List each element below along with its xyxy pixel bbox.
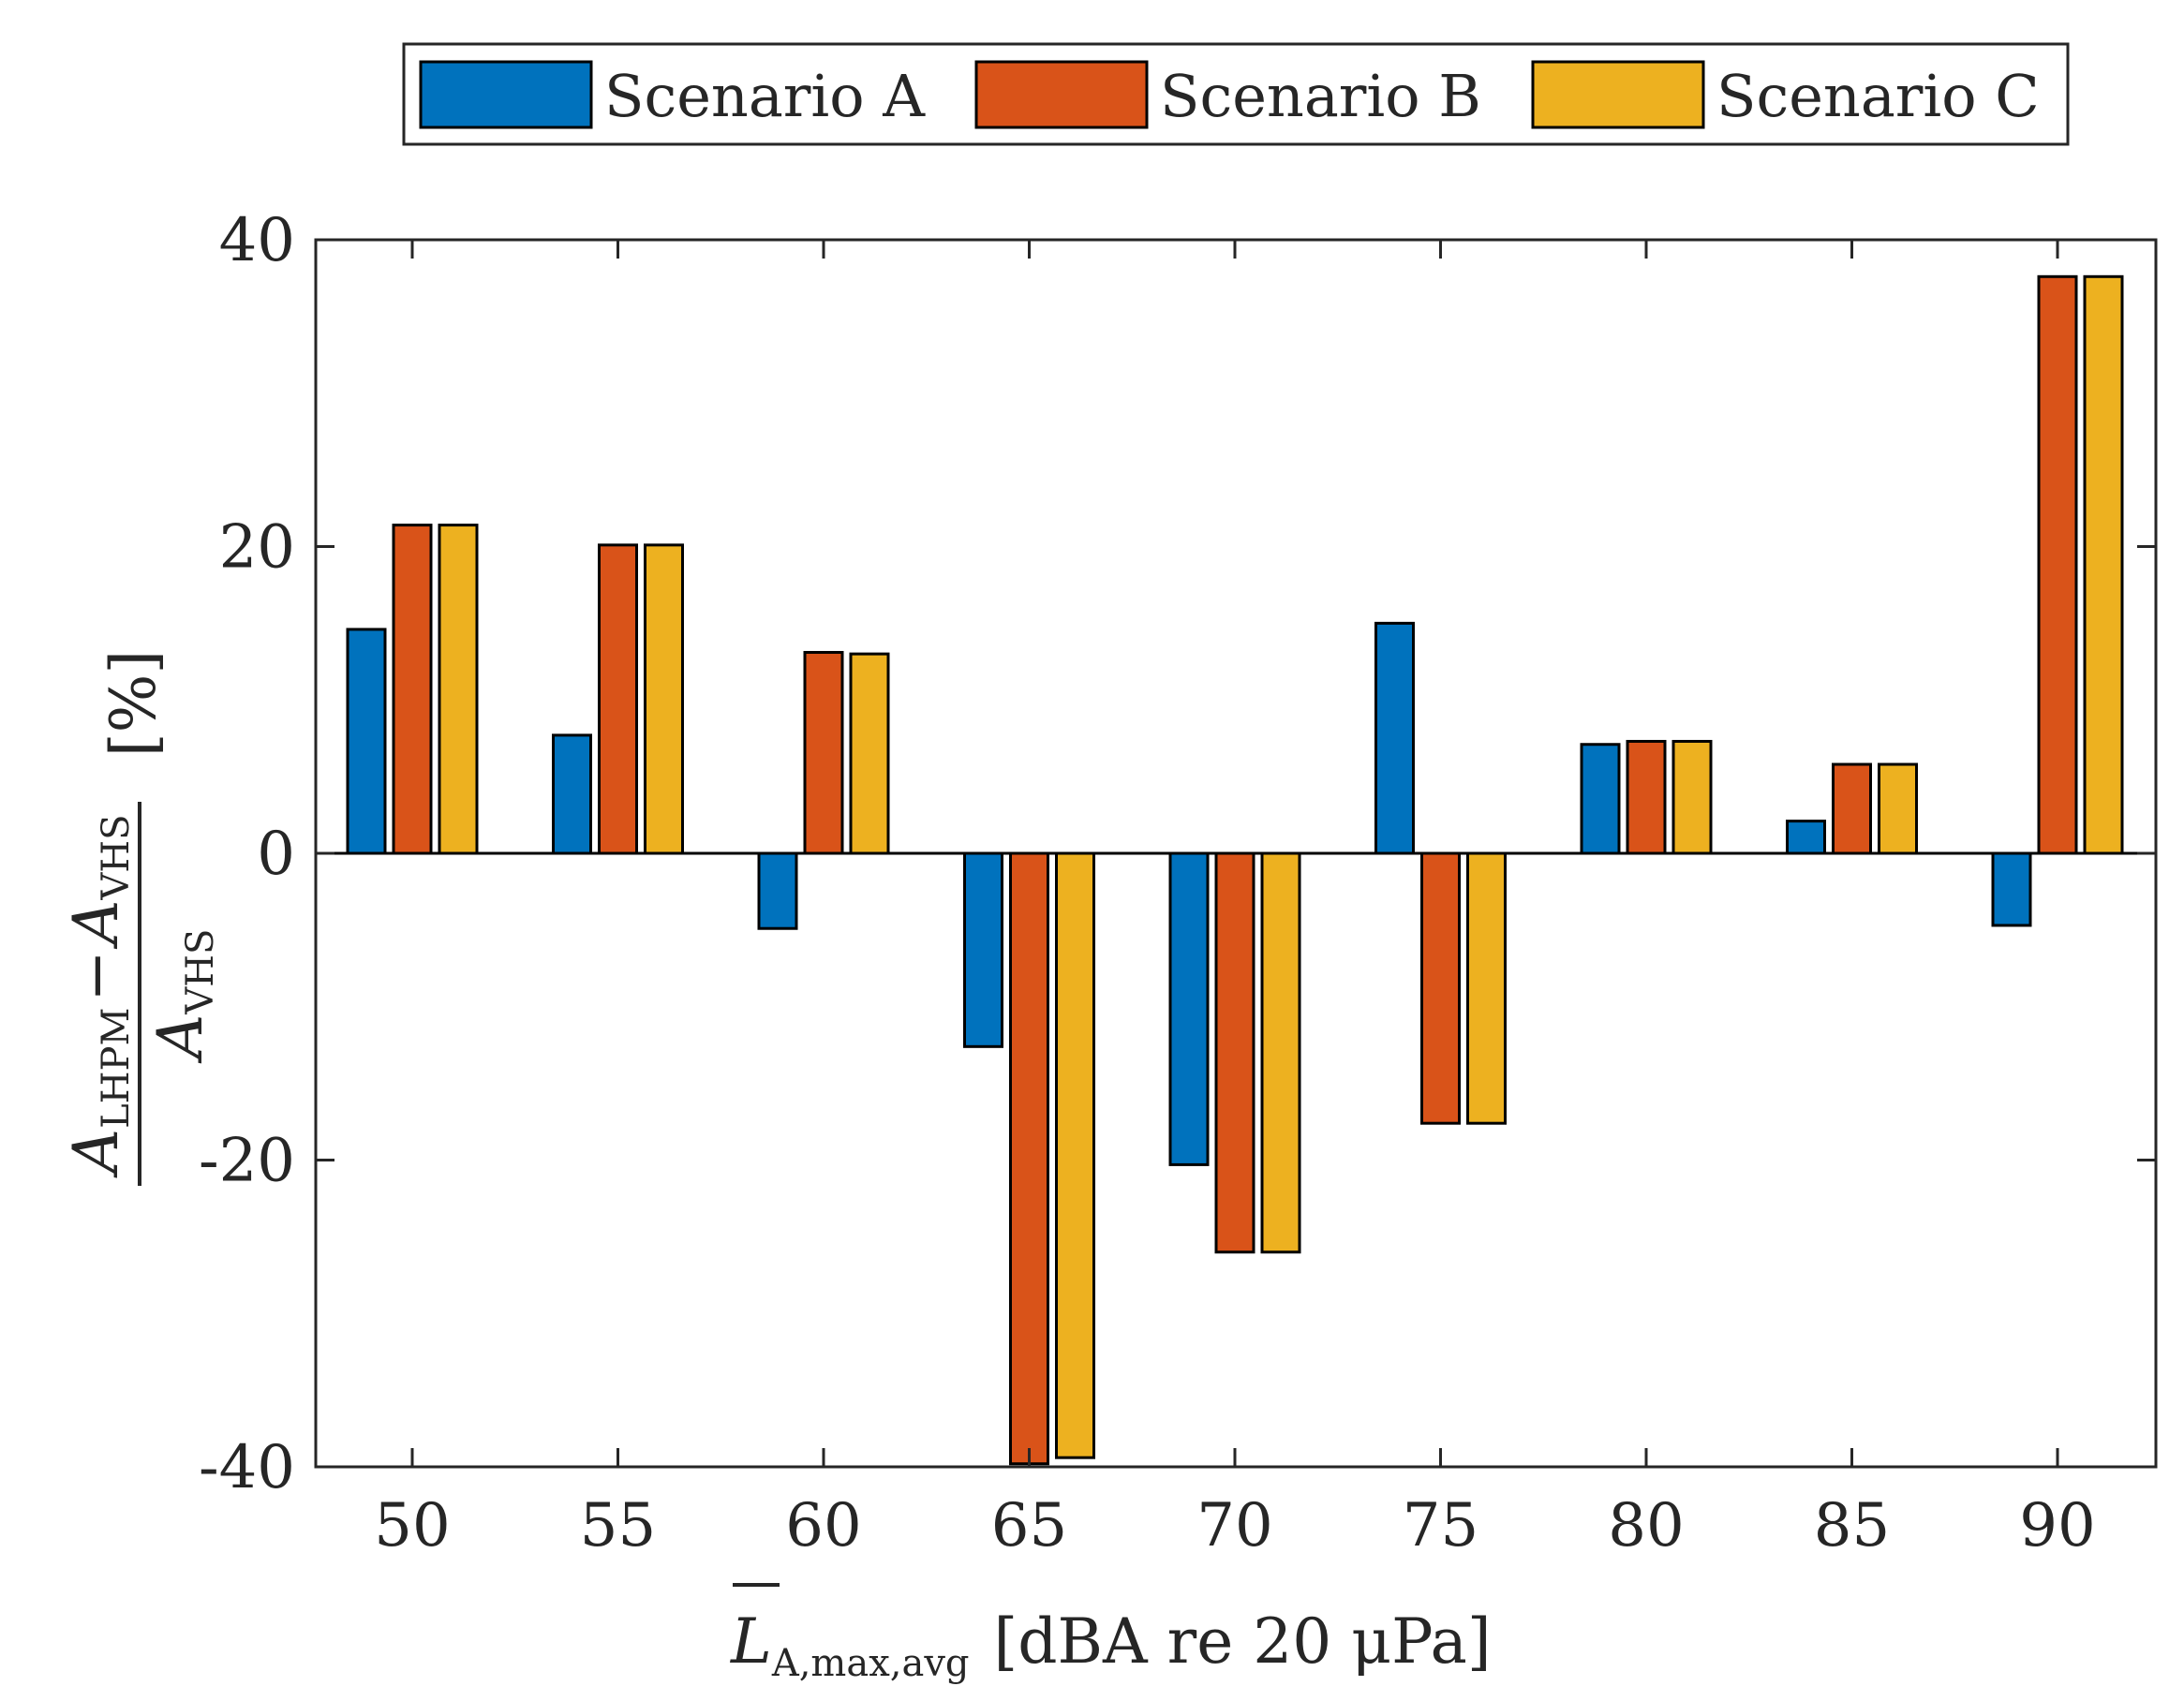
- svg-text:ALHPM−AVHS: ALHPM−AVHS: [60, 814, 138, 1178]
- y-tick-label-40: 40: [219, 206, 295, 275]
- x-tick-label-60: 60: [785, 1491, 861, 1560]
- bar-scenario-b-50: [392, 524, 433, 855]
- x-tick-label-90: 90: [2019, 1491, 2095, 1560]
- bar-scenario-a-90: [1991, 851, 2032, 927]
- bar-scenario-b-75: [1420, 851, 1461, 1125]
- ylabel-den-a: A: [144, 1014, 216, 1065]
- x-axis-label: LA,max,avg [dBA re 20 μPa]: [730, 1583, 1492, 1685]
- y-tick-label-20: 20: [219, 513, 295, 583]
- x-tick-label-80: 80: [1608, 1491, 1684, 1560]
- y-tick-label--20: -20: [199, 1127, 295, 1196]
- ylabel-num-a1: A: [60, 1129, 132, 1179]
- ylabel-num-sub1: LHPM: [95, 1008, 138, 1129]
- svg-text:AVHS: AVHS: [144, 929, 222, 1065]
- legend-label-scenario-b: Scenario B: [1160, 62, 1481, 130]
- bar-scenario-b-80: [1626, 739, 1667, 855]
- bar-scenario-c-70: [1260, 851, 1301, 1254]
- bar-scenario-a-85: [1786, 820, 1826, 855]
- bar-scenario-c-90: [2083, 274, 2124, 855]
- x-tick-label-55: 55: [580, 1491, 656, 1560]
- svg-text:LA,max,avg[dBA re 20 μPa]: LA,max,avg [dBA re 20 μPa]: [730, 1605, 1492, 1685]
- y-tick-label--40: -40: [199, 1433, 295, 1502]
- x-tick-label-75: 75: [1403, 1491, 1478, 1560]
- legend-swatch-scenario-c: [1531, 60, 1705, 129]
- y-axis-ticks: -40 -20 0 20 40: [199, 206, 2156, 1502]
- legend-swatch-scenario-a: [419, 60, 593, 129]
- legend-label-scenario-a: Scenario A: [604, 62, 926, 130]
- bar-scenario-b-85: [1832, 762, 1872, 855]
- bar-scenario-b-65: [1009, 851, 1049, 1466]
- y-axis-label: ALHPM−AVHS AVHS [%]: [60, 650, 222, 1186]
- bar-scenario-a-60: [757, 851, 798, 930]
- xlabel-rest: [dBA re 20 μPa]: [994, 1605, 1492, 1678]
- x-tick-label-85: 85: [1814, 1491, 1890, 1560]
- x-tick-label-65: 65: [991, 1491, 1067, 1560]
- bar-scenario-c-50: [438, 524, 479, 855]
- y-tick-label-0: 0: [257, 820, 295, 889]
- bar-scenario-c-65: [1055, 851, 1095, 1459]
- ylabel-num-sub2: VHS: [95, 814, 138, 900]
- xlabel-main: L: [730, 1605, 772, 1678]
- bar-scenario-a-55: [552, 733, 592, 855]
- bar-scenario-c-75: [1466, 851, 1507, 1125]
- bar-scenario-a-75: [1374, 621, 1415, 855]
- bars-group: [346, 274, 2124, 1466]
- bar-scenario-c-80: [1671, 739, 1713, 855]
- ylabel-num-a2: A: [60, 900, 132, 951]
- legend-label-scenario-c: Scenario C: [1716, 62, 2040, 130]
- bar-scenario-a-50: [346, 628, 387, 855]
- ylabel-minus: −: [60, 950, 132, 1001]
- bar-scenario-b-55: [598, 543, 638, 855]
- legend-swatch-scenario-b: [974, 60, 1149, 129]
- bar-scenario-c-85: [1878, 762, 1918, 855]
- plot-area: -40 -20 0 20 40 50 55 60 65 70 75 80 85 90: [199, 206, 2158, 1560]
- x-axis-ticks: 50 55 60 65 70 75 80 85 90: [374, 240, 2096, 1560]
- bar-scenario-a-70: [1168, 851, 1210, 1166]
- bar-scenario-b-60: [803, 650, 844, 855]
- bar-scenario-c-60: [849, 652, 890, 855]
- bar-scenario-c-55: [644, 543, 684, 855]
- ylabel-den-sub: VHS: [179, 929, 222, 1015]
- bar-scenario-b-70: [1214, 851, 1255, 1254]
- bar-scenario-b-90: [2037, 274, 2078, 855]
- ylabel-unit: [%]: [97, 650, 170, 757]
- plot-border: [314, 238, 2158, 1469]
- bar-scenario-a-65: [963, 851, 1003, 1048]
- legend: Scenario A Scenario B Scenario C: [402, 42, 2070, 146]
- x-tick-label-50: 50: [374, 1491, 450, 1560]
- xlabel-sub: A,max,avg: [771, 1642, 970, 1685]
- x-tick-label-70: 70: [1196, 1491, 1272, 1560]
- legend-box: [402, 42, 2070, 146]
- bar-scenario-a-80: [1580, 743, 1621, 855]
